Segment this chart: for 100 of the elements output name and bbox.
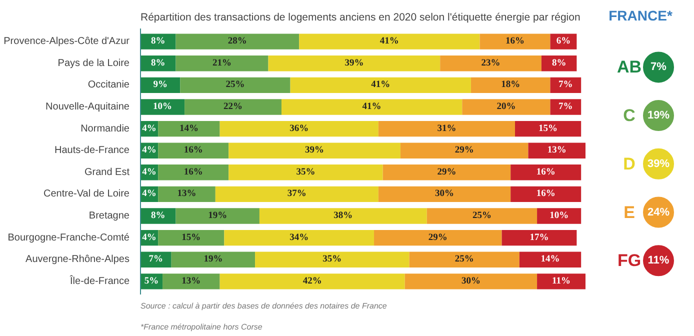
data-label: 5%	[144, 276, 159, 286]
text: 7%	[650, 61, 666, 74]
bar	[519, 252, 582, 268]
bar	[515, 120, 582, 137]
data-label: 39%	[344, 58, 364, 68]
y-tick-label: Centre-Val de Loire	[44, 188, 130, 200]
data-label: 39%	[305, 146, 324, 156]
data-label: 7%	[148, 254, 164, 265]
data-label: 8%	[151, 58, 166, 68]
bar	[378, 120, 516, 137]
bar	[158, 186, 216, 202]
chart-title: Répartition des transactions de logements anciens en 2020 selon l'étiquette énergie par région	[140, 12, 580, 24]
data-label: 22%	[224, 102, 243, 112]
bar	[537, 274, 586, 290]
bar	[440, 56, 542, 72]
bar	[176, 56, 268, 72]
bar	[158, 164, 229, 180]
data-label: 16%	[536, 189, 556, 200]
data-label: 31%	[437, 124, 456, 134]
data-label: 20%	[496, 102, 516, 112]
y-tick-label: Normandie	[80, 123, 130, 134]
data-label: 37%	[287, 189, 306, 200]
bar	[259, 208, 427, 224]
text: 11%	[648, 254, 670, 267]
bar	[228, 164, 383, 180]
bar	[382, 164, 511, 180]
bar	[502, 230, 577, 246]
bar	[171, 252, 256, 268]
category-label: C	[623, 106, 636, 126]
data-label: 18%	[501, 80, 520, 90]
data-label: 41%	[371, 80, 390, 90]
bar	[281, 99, 462, 115]
bar	[220, 274, 405, 290]
y-tick-label: Bourgogne-Franche-Comté	[8, 232, 130, 244]
data-label: 35%	[322, 254, 342, 265]
data-label: 25%	[226, 80, 245, 90]
data-label: 13%	[182, 276, 201, 286]
data-label: 17%	[530, 232, 549, 243]
text: *France métropolitaine hors Corse	[140, 322, 263, 332]
data-label: 10%	[550, 211, 569, 222]
bar	[470, 77, 550, 94]
data-label: 36%	[290, 124, 309, 134]
data-label: 38%	[334, 211, 353, 222]
y-tick-label: Auvergne-Rhône-Alpes	[26, 254, 130, 266]
data-label: 16%	[506, 36, 525, 47]
data-label: 8%	[151, 211, 166, 222]
bar	[409, 252, 520, 268]
data-label: 4%	[142, 124, 156, 134]
data-label: 8%	[151, 36, 166, 47]
data-label: 7%	[558, 102, 573, 112]
data-label: 11%	[552, 276, 571, 286]
data-label: 15%	[538, 124, 558, 134]
bar	[480, 34, 550, 50]
bar	[224, 230, 374, 246]
bar	[374, 230, 502, 246]
text: FRANCE*	[608, 8, 673, 24]
data-label: 19%	[204, 254, 223, 265]
data-label: 6%	[556, 36, 571, 47]
source-note: Source : calcul à partir des bases de données des notaires de France	[140, 302, 388, 310]
bar	[176, 34, 300, 50]
data-label: 29%	[437, 167, 456, 178]
bar	[537, 208, 582, 224]
bar	[290, 77, 471, 94]
data-label: 10%	[153, 102, 172, 112]
bar	[378, 186, 511, 202]
data-label: 13%	[177, 189, 196, 200]
bar	[404, 274, 538, 290]
data-label: 16%	[184, 167, 203, 178]
bar	[550, 99, 582, 115]
data-label: 35%	[296, 167, 316, 178]
bar	[158, 120, 220, 137]
bar	[176, 208, 260, 224]
bar	[510, 186, 582, 202]
bar	[228, 142, 400, 158]
category-label: FG	[617, 251, 642, 270]
bar	[510, 164, 582, 180]
category-label: AB	[616, 58, 642, 77]
bar	[184, 99, 282, 115]
bar	[140, 34, 176, 50]
data-label: 42%	[302, 276, 322, 286]
data-label: 4%	[142, 232, 156, 243]
data-label: 16%	[536, 167, 556, 178]
data-label: 28%	[228, 36, 247, 47]
data-label: 41%	[380, 36, 399, 47]
data-label: 30%	[435, 189, 454, 200]
bar	[255, 252, 410, 268]
category-label: D	[623, 154, 636, 174]
y-tick-label: Provence-Alpes-Côte d'Azur	[4, 36, 130, 48]
data-label: 9%	[153, 80, 168, 90]
bar	[462, 99, 550, 115]
data-label: 29%	[428, 232, 448, 243]
bar	[158, 142, 229, 158]
data-label: 29%	[454, 146, 474, 156]
y-tick-label: Nouvelle-Aquitaine	[46, 101, 130, 112]
bar	[158, 230, 224, 246]
data-label: 14%	[179, 124, 198, 134]
category-label: E	[624, 202, 635, 222]
y-tick-label: Pays de la Loire	[58, 58, 130, 69]
data-label: 25%	[454, 254, 474, 265]
text: 24%	[647, 206, 670, 218]
